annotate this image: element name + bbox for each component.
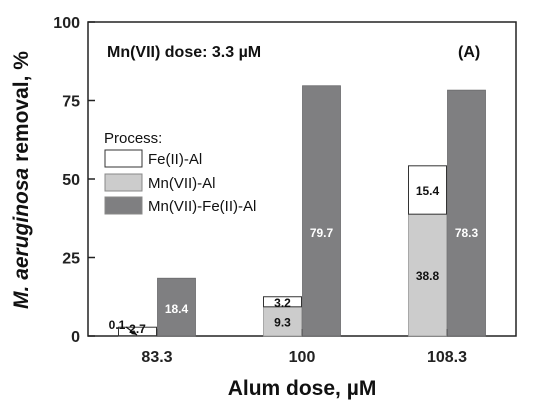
bar-mnvii-al (408, 213, 447, 337)
legend-label: Mn(VII)-Al (148, 175, 216, 192)
data-label-mnvii-feii-al: 18.4 (165, 302, 189, 316)
bar-feii-al (118, 326, 157, 337)
bars (118, 85, 486, 337)
y-tick-label: 0 (71, 329, 80, 346)
dose-annotation: Mn(VII) dose: 3.3 µM (107, 44, 261, 61)
data-label-mnvii-al: 9.3 (274, 315, 291, 329)
x-tick-label: 108.3 (427, 349, 467, 366)
bar-mnvii-feii-al (447, 89, 486, 337)
data-label-mnvii-feii-al: 78.3 (455, 226, 479, 240)
y-tick-label: 100 (53, 15, 80, 32)
x-tick-label: 83.3 (141, 349, 172, 366)
y-tick-label: 25 (62, 251, 80, 268)
legend-label: Fe(II)-Al (148, 151, 202, 168)
data-label-mnvii-al: 0.1 (109, 318, 126, 332)
data-label-feii-al: 3.2 (274, 296, 291, 310)
data-label-mnvii-al: 38.8 (416, 269, 440, 283)
legend-swatch (104, 173, 143, 192)
bar-mnvii-feii-al (157, 277, 196, 337)
y-axis: 0 25 50 75 100 (53, 15, 95, 346)
x-tick-label: 100 (289, 349, 316, 366)
leader-arrowhead (131, 330, 137, 335)
x-axis-title: Alum dose, µM (228, 377, 377, 400)
legend-swatch (104, 149, 143, 168)
legend: Process: Fe(II)-Al Mn(VII)-Al Mn(VII)-Fe(I… (104, 130, 256, 215)
panel-label: (A) (458, 44, 480, 61)
data-label-mnvii-feii-al: 79.7 (310, 226, 334, 240)
bar-feii-al (263, 296, 302, 308)
legend-swatch (104, 196, 143, 215)
y-tick-label: 50 (62, 172, 80, 189)
data-label-feii-al: 15.4 (416, 184, 440, 198)
bar-mnvii-feii-al (302, 85, 341, 337)
bar-mnvii-al (263, 306, 302, 337)
legend-title: Process: (104, 130, 162, 147)
data-labels: 0.1 2.718.49.33.279.738.815.478.3 (109, 184, 479, 336)
legend-label: Mn(VII)-Fe(II)-Al (148, 198, 256, 215)
y-axis-title: M. aeruginosa removal, % (10, 51, 33, 309)
bar-feii-al (408, 165, 447, 215)
y-tick-label: 75 (62, 94, 80, 111)
